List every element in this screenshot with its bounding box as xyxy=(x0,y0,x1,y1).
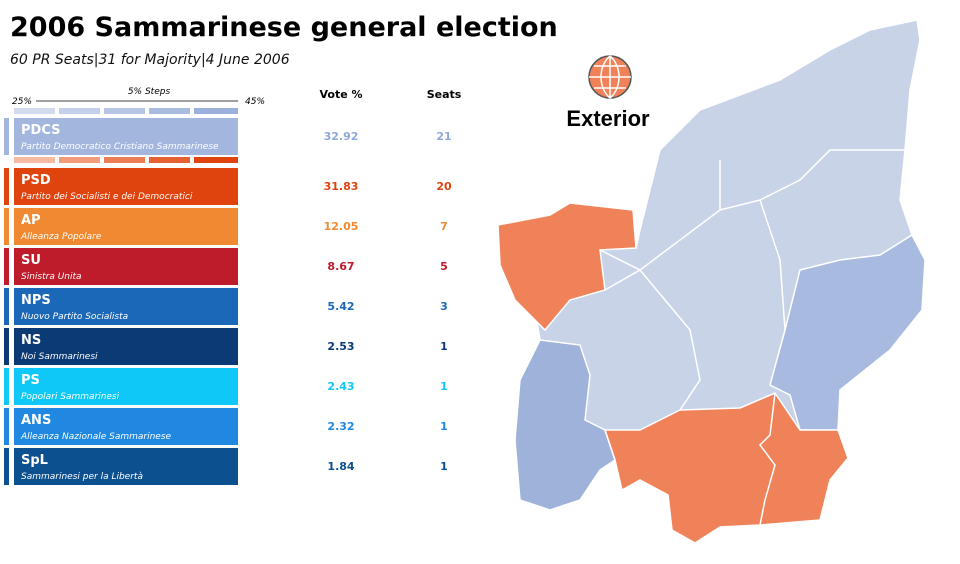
map: Exterior xyxy=(497,19,926,544)
party-stripe xyxy=(4,328,9,365)
party-name: Noi Sammarinesi xyxy=(21,352,98,362)
party-name: Popolari Sammarinesi xyxy=(21,392,120,402)
party-name: Partito dei Socialisti e dei Democratici xyxy=(21,192,193,202)
party-box xyxy=(14,208,238,245)
results-table: PDCS Partito Democratico Cristiano Sammar… xyxy=(4,118,452,485)
column-header: Vote % xyxy=(319,88,362,101)
scale-bar xyxy=(14,108,238,163)
party-stripe xyxy=(4,118,9,155)
seats: 3 xyxy=(440,300,448,313)
seats: 21 xyxy=(436,130,451,143)
party-abbr: NS xyxy=(21,333,41,348)
party-box xyxy=(14,448,238,485)
party-stripe xyxy=(4,408,9,445)
vote-share: 8.67 xyxy=(327,260,354,273)
vote-share: 2.32 xyxy=(327,420,354,433)
party-stripe xyxy=(4,168,9,205)
vote-share: 32.92 xyxy=(324,130,359,143)
title: 2006 Sammarinese general election xyxy=(10,12,558,43)
party-name: Sammarinesi per la Libertà xyxy=(21,472,143,482)
party-box xyxy=(14,328,238,365)
party-stripe xyxy=(4,288,9,325)
party-stripe xyxy=(4,208,9,245)
party-abbr: PSD xyxy=(21,173,51,188)
party-abbr: PS xyxy=(21,373,40,388)
party-abbr: SU xyxy=(21,253,41,268)
map-label: Exterior xyxy=(566,106,650,131)
seats: 1 xyxy=(440,460,448,473)
party-name: Partito Democratico Cristiano Sammarines… xyxy=(21,142,219,152)
party-box xyxy=(14,408,238,445)
vote-share: 2.53 xyxy=(327,340,354,353)
seats: 1 xyxy=(440,340,448,353)
subtitle: 60 PR Seats|31 for Majority|4 June 2006 xyxy=(10,52,290,68)
party-name: Nuovo Partito Socialista xyxy=(21,312,128,322)
vote-share: 1.84 xyxy=(327,460,354,473)
scale-min: 25% xyxy=(12,97,32,107)
vote-share: 31.83 xyxy=(324,180,359,193)
party-abbr: AP xyxy=(21,213,41,228)
vote-share: 5.42 xyxy=(327,300,354,313)
party-stripe xyxy=(4,448,9,485)
party-box xyxy=(14,168,238,205)
seats: 7 xyxy=(440,220,448,233)
party-stripe xyxy=(4,368,9,405)
seats: 20 xyxy=(436,180,452,193)
party-name: Alleanza Popolare xyxy=(20,232,102,242)
seats: 5 xyxy=(440,260,448,273)
party-abbr: NPS xyxy=(21,293,51,308)
column-header: Seats xyxy=(427,88,462,101)
vote-share: 2.43 xyxy=(327,380,354,393)
party-box xyxy=(14,248,238,285)
party-stripe xyxy=(4,248,9,285)
seats: 1 xyxy=(440,380,448,393)
party-box xyxy=(14,368,238,405)
party-box xyxy=(14,288,238,325)
party-name: Alleanza Nazionale Sammarinese xyxy=(20,432,172,442)
party-abbr: SpL xyxy=(21,453,48,468)
party-abbr: ANS xyxy=(21,413,51,428)
party-abbr: PDCS xyxy=(21,123,60,138)
vote-share: 12.05 xyxy=(324,220,359,233)
party-name: Sinistra Unita xyxy=(21,272,82,282)
seats: 1 xyxy=(440,420,448,433)
scale-step: 5% Steps xyxy=(128,87,171,97)
scale-max: 45% xyxy=(245,97,265,107)
party-box xyxy=(14,118,238,155)
